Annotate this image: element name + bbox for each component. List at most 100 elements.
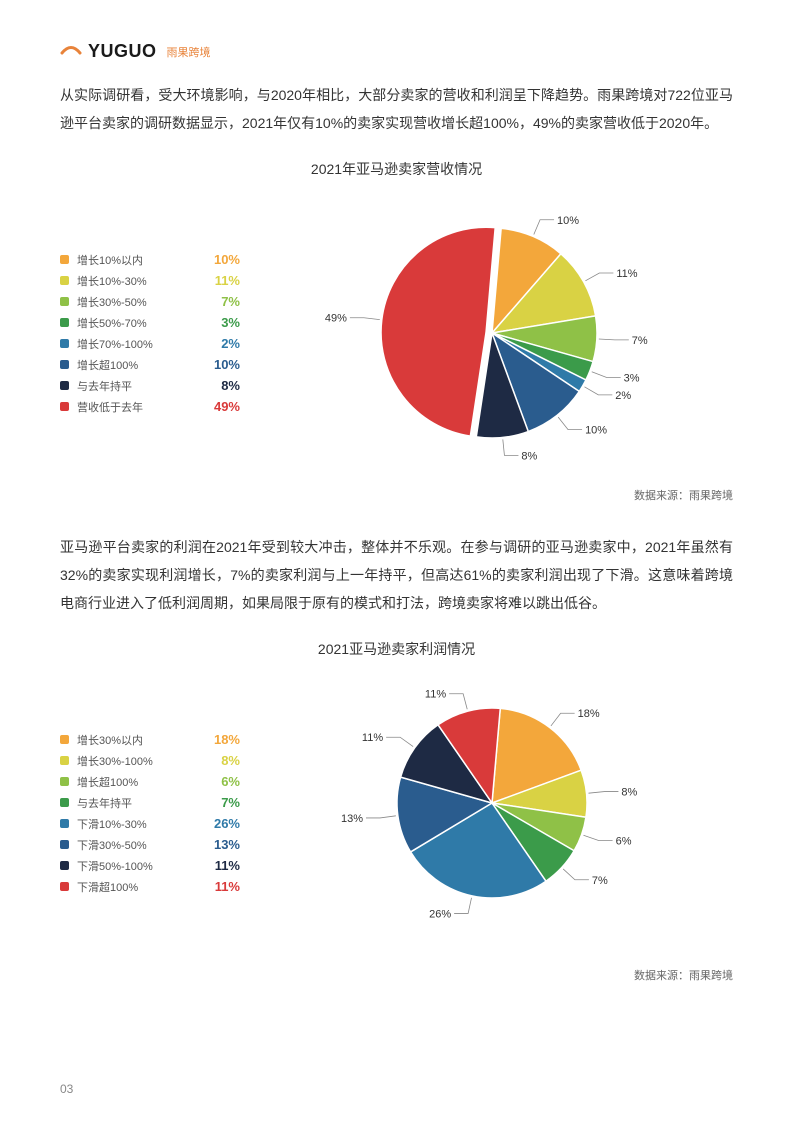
- legend-label: 下滑50%-100%: [77, 858, 196, 874]
- legend-value: 6%: [196, 774, 240, 789]
- leader-line: [563, 869, 589, 880]
- legend-value: 11%: [196, 273, 240, 288]
- leader-line: [588, 792, 618, 794]
- legend-swatch: [60, 381, 69, 390]
- slice-label: 7%: [591, 875, 607, 887]
- legend-row: 增长10%-30%11%: [60, 270, 240, 291]
- leader-line: [558, 417, 582, 430]
- chart2-pie: 18%8%6%7%26%13%11%11%: [260, 673, 733, 953]
- legend-row: 下滑30%-50%13%: [60, 834, 240, 855]
- legend-label: 增长70%-100%: [77, 336, 196, 352]
- pie-slice: [381, 227, 495, 436]
- slice-label: 11%: [361, 732, 382, 744]
- legend-row: 增长30%-100%8%: [60, 750, 240, 771]
- slice-label: 3%: [623, 372, 639, 384]
- slice-label: 18%: [577, 708, 599, 720]
- slice-label: 7%: [631, 335, 647, 347]
- legend-row: 下滑10%-30%26%: [60, 813, 240, 834]
- legend-value: 11%: [196, 879, 240, 894]
- legend-swatch: [60, 756, 69, 765]
- legend-row: 下滑50%-100%11%: [60, 855, 240, 876]
- slice-label: 6%: [615, 836, 631, 848]
- legend-swatch: [60, 840, 69, 849]
- legend-swatch: [60, 798, 69, 807]
- legend-row: 下滑超100%11%: [60, 876, 240, 897]
- chart1-title: 2021年亚马逊卖家营收情况: [60, 159, 733, 179]
- chart1-block: 增长10%以内10%增长10%-30%11%增长30%-50%7%增长50%-7…: [60, 193, 733, 473]
- logo-mark: [60, 40, 82, 63]
- legend-swatch: [60, 255, 69, 264]
- legend-row: 增长超100%10%: [60, 354, 240, 375]
- legend-row: 增长70%-100%2%: [60, 333, 240, 354]
- legend-value: 7%: [196, 294, 240, 309]
- legend-label: 营收低于去年: [77, 399, 196, 415]
- legend-value: 11%: [196, 858, 240, 873]
- legend-swatch: [60, 861, 69, 870]
- legend-label: 增长50%-70%: [77, 315, 196, 331]
- legend-label: 与去年持平: [77, 378, 196, 394]
- slice-label: 13%: [340, 813, 362, 825]
- leader-line: [502, 439, 518, 455]
- paragraph-2: 亚马逊平台卖家的利润在2021年受到较大冲击，整体并不乐观。在参与调研的亚马逊卖…: [60, 533, 733, 617]
- legend-value: 10%: [196, 357, 240, 372]
- legend-label: 下滑超100%: [77, 879, 196, 895]
- legend-value: 7%: [196, 795, 240, 810]
- chart1-legend: 增长10%以内10%增长10%-30%11%增长30%-50%7%增长50%-7…: [60, 249, 240, 417]
- slice-label: 49%: [324, 313, 346, 325]
- legend-value: 49%: [196, 399, 240, 414]
- slice-label: 2%: [615, 390, 631, 402]
- chart1-source: 数据来源：雨果跨境: [60, 487, 733, 503]
- legend-swatch: [60, 735, 69, 744]
- leader-line: [550, 713, 574, 726]
- legend-label: 增长超100%: [77, 774, 196, 790]
- legend-label: 增长10%-30%: [77, 273, 196, 289]
- slice-label: 11%: [616, 268, 637, 280]
- chart2-source: 数据来源：雨果跨境: [60, 967, 733, 983]
- slice-label: 10%: [585, 425, 607, 437]
- legend-label: 下滑10%-30%: [77, 816, 196, 832]
- legend-row: 增长30%以内18%: [60, 729, 240, 750]
- legend-swatch: [60, 819, 69, 828]
- legend-row: 增长50%-70%3%: [60, 312, 240, 333]
- chart2-block: 增长30%以内18%增长30%-100%8%增长超100%6%与去年持平7%下滑…: [60, 673, 733, 953]
- legend-swatch: [60, 402, 69, 411]
- legend-value: 8%: [196, 378, 240, 393]
- page-number: 03: [60, 1082, 73, 1096]
- legend-row: 营收低于去年49%: [60, 396, 240, 417]
- leader-line: [365, 816, 395, 818]
- leader-line: [386, 737, 413, 746]
- chart1-pie: 10%11%7%3%2%10%8%49%: [260, 193, 733, 473]
- legend-label: 增长10%以内: [77, 252, 196, 268]
- legend-value: 3%: [196, 315, 240, 330]
- logo: YUGUO 雨果跨境: [60, 40, 733, 63]
- legend-label: 增长30%以内: [77, 732, 196, 748]
- legend-value: 8%: [196, 753, 240, 768]
- legend-value: 2%: [196, 336, 240, 351]
- leader-line: [583, 835, 612, 840]
- legend-row: 增长10%以内10%: [60, 249, 240, 270]
- legend-label: 增长30%-100%: [77, 753, 196, 769]
- slice-label: 11%: [424, 689, 445, 701]
- logo-text: YUGUO: [88, 41, 157, 62]
- legend-label: 下滑30%-50%: [77, 837, 196, 853]
- legend-swatch: [60, 318, 69, 327]
- legend-label: 增长30%-50%: [77, 294, 196, 310]
- legend-row: 增长超100%6%: [60, 771, 240, 792]
- legend-row: 增长30%-50%7%: [60, 291, 240, 312]
- leader-line: [591, 372, 620, 378]
- slice-label: 10%: [557, 215, 579, 227]
- leader-line: [533, 220, 553, 235]
- leader-line: [454, 898, 471, 914]
- legend-swatch: [60, 882, 69, 891]
- legend-row: 与去年持平8%: [60, 375, 240, 396]
- paragraph-1: 从实际调研看，受大环境影响，与2020年相比，大部分卖家的营收和利润呈下降趋势。…: [60, 81, 733, 137]
- chart2-title: 2021亚马逊卖家利润情况: [60, 639, 733, 659]
- legend-label: 与去年持平: [77, 795, 196, 811]
- legend-value: 26%: [196, 816, 240, 831]
- legend-value: 18%: [196, 732, 240, 747]
- leader-line: [449, 694, 467, 709]
- legend-swatch: [60, 339, 69, 348]
- legend-label: 增长超100%: [77, 357, 196, 373]
- legend-swatch: [60, 276, 69, 285]
- logo-cn: 雨果跨境: [167, 44, 211, 60]
